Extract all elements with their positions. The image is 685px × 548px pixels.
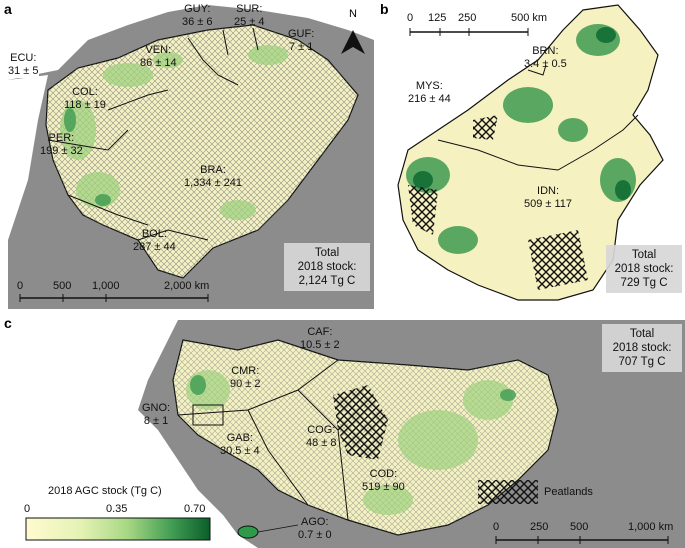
country-label-bra: BRA: 1,334 ± 241 — [184, 164, 243, 189]
country-label-guf: GUF: 7 ± 1 — [288, 28, 315, 53]
country-label-ven: VEN: 86 ± 14 — [140, 44, 177, 69]
ocean-area-c — [8, 320, 258, 548]
panel-label-a: a — [2, 1, 14, 17]
country-label-gno: GNO: 8 ± 1 — [142, 402, 171, 427]
country-label-ago: AGO: 0.7 ± 0 — [298, 516, 332, 541]
agc-legend-ticks: 0 0.35 0.70 — [24, 503, 206, 515]
country-label-caf: CAF: 10.5 ± 2 — [300, 326, 340, 351]
country-label-cod: COD: 519 ± 90 — [362, 468, 405, 493]
country-label-col: COL: 118 ± 19 — [64, 86, 106, 111]
peatland-areas-b — [408, 115, 588, 290]
country-label-gab: GAB: 30.5 ± 4 — [220, 432, 260, 457]
agc-color-bar — [25, 517, 211, 541]
scale-labels-b: 0 125 250 500 km — [407, 12, 548, 24]
country-label-sur: SUR: 25 ± 4 — [234, 3, 265, 28]
total-stock-box-a: Total 2018 stock: 2,124 Tg C — [284, 243, 370, 291]
scale-bar-b — [409, 28, 529, 36]
country-borders — [47, 27, 259, 241]
country-label-per: PER: 199 ± 32 — [40, 132, 83, 157]
ocean-area — [8, 0, 374, 80]
peatland-area-c — [333, 385, 388, 460]
panel-label-c: c — [2, 315, 14, 331]
country-borders-b — [437, 64, 639, 171]
total-stock-box-b: Total 2018 stock: 729 Tg C — [606, 245, 682, 293]
north-arrow-icon — [341, 30, 365, 54]
country-label-bol: BOL: 287 ± 44 — [133, 228, 176, 253]
scale-labels-a: 0 500 1,000 2,000 km — [17, 280, 210, 292]
country-label-cmr: CMR: 90 ± 2 — [230, 365, 261, 390]
peatlands-legend-swatch — [478, 480, 538, 504]
congo-map — [8, 320, 669, 548]
country-label-brn: BRN: 3.4 ± 0.5 — [524, 45, 567, 70]
amazon-map-panel: N GUY: 36 ± 6 SUR: 25 ± 4 GUF: 7 ± 1 VEN: 86… — [8, 0, 374, 309]
north-label: N — [349, 8, 357, 20]
country-borders-c — [177, 359, 349, 521]
country-label-mys: MYS: 216 ± 44 — [408, 80, 451, 105]
scale-bar-c — [495, 536, 669, 544]
peatlands-legend-label: Peatlands — [544, 486, 593, 498]
country-label-guy: GUY: 36 ± 6 — [182, 3, 213, 28]
amazon-map — [8, 0, 374, 302]
scale-bar-a — [19, 294, 209, 302]
country-label-cog: COG: 48 ± 8 — [306, 424, 337, 449]
country-label-ecu: ECU: 31 ± 5 — [8, 52, 39, 78]
borneo-map — [397, 4, 664, 301]
borneo-map-panel: 0 125 250 500 km BRN: 3.4 ± 0.5 MYS: 216 ±… — [378, 0, 685, 309]
congo-map-panel: CAF: 10.5 ± 2 CMR: 90 ± 2 GNO: 8 ± 1 GAB: 30… — [8, 320, 685, 548]
scale-labels-c: 0 250 500 1,000 km — [493, 521, 674, 533]
total-stock-box-c: Total 2018 stock: 707 Tg C — [602, 324, 682, 372]
agc-legend-title: 2018 AGC stock (Tg C) — [48, 485, 162, 497]
panel-label-b: b — [378, 1, 391, 17]
borneo-island — [397, 4, 664, 301]
country-label-idn: IDN: 509 ± 117 — [524, 185, 573, 210]
